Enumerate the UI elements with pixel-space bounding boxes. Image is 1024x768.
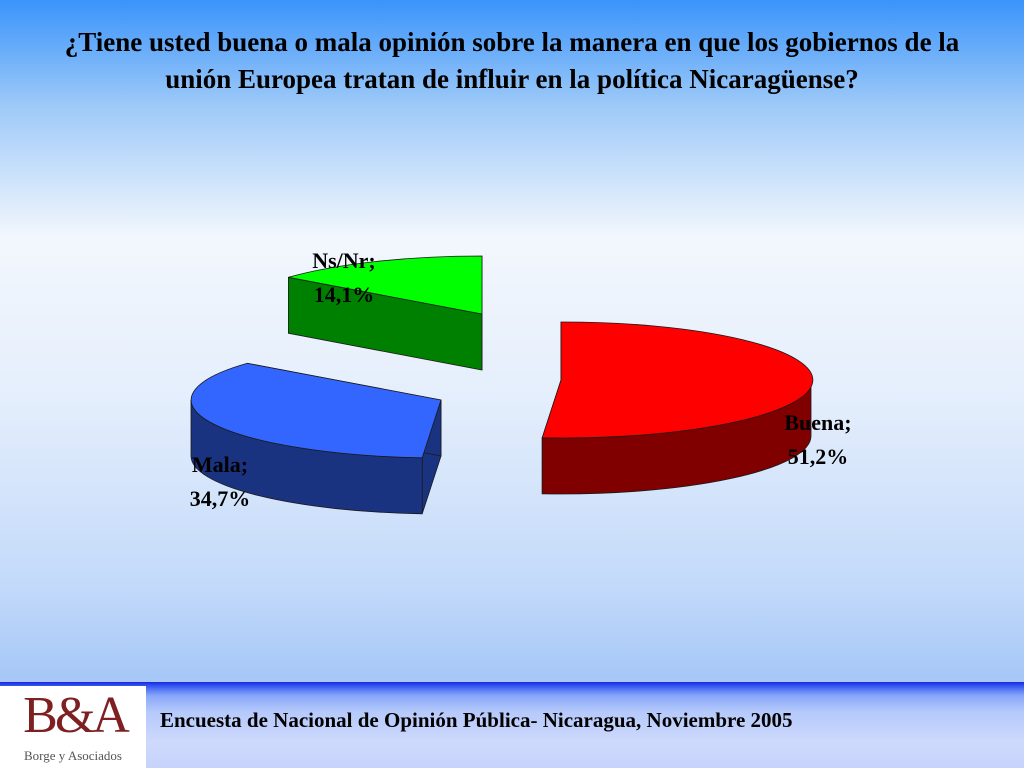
logo-mark: B&A bbox=[23, 687, 130, 744]
footer-bar bbox=[0, 682, 1024, 768]
slice-label-nsnr: Ns/Nr; 14,1% bbox=[312, 248, 376, 307]
slice-label-mala: Mala; 34,7% bbox=[190, 452, 251, 511]
slice-label-buena-value: 51,2% bbox=[788, 444, 849, 469]
logo: B&A Borge y Asociados bbox=[0, 686, 146, 768]
slice-label-nsnr-value: 14,1% bbox=[314, 282, 375, 307]
footer-text: Encuesta de Nacional de Opinión Pública-… bbox=[160, 708, 793, 732]
slice-mala bbox=[190, 362, 442, 459]
pie-tops bbox=[190, 255, 814, 459]
slice-buena bbox=[541, 321, 814, 439]
slice-label-buena-name: Buena; bbox=[784, 410, 851, 435]
chart-title: ¿Tiene usted buena o mala opinión sobre … bbox=[64, 27, 960, 94]
pie-chart: Buena; 51,2% Mala; 34,7% Ns/Nr; 14,1% bbox=[190, 248, 852, 515]
slice-label-buena: Buena; 51,2% bbox=[784, 410, 851, 469]
slice-nsnr bbox=[288, 255, 483, 315]
slice-label-mala-name: Mala; bbox=[192, 452, 248, 477]
slice-label-mala-value: 34,7% bbox=[190, 486, 251, 511]
logo-subtitle: Borge y Asociados bbox=[24, 748, 122, 763]
slice-label-nsnr-name: Ns/Nr; bbox=[312, 248, 376, 273]
